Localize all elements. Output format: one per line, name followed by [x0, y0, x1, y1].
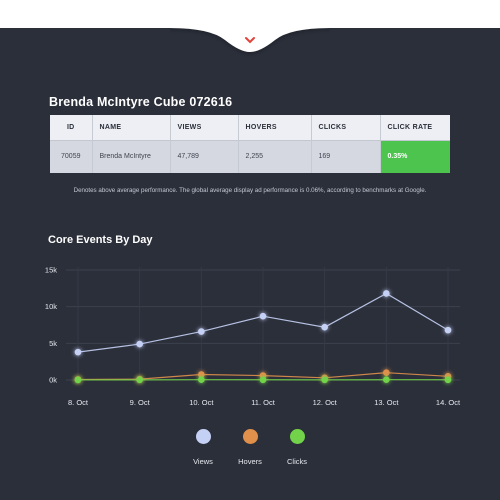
cell-id: 70059: [50, 139, 93, 173]
x-tick-label: 8. Oct: [68, 398, 89, 407]
column-header-hovers[interactable]: HOVERS: [238, 115, 312, 140]
data-point-hovers: [383, 369, 390, 376]
data-point-clicks: [383, 376, 390, 384]
cell-click-rate: 0.35%: [380, 139, 450, 173]
chevron-down-icon[interactable]: [243, 36, 257, 46]
column-header-click-rate[interactable]: CLICK RATE: [380, 115, 450, 140]
cell-views: 47,789: [170, 139, 239, 173]
data-point-hovers: [198, 371, 205, 378]
y-tick-label: 10k: [45, 302, 57, 311]
chart-legend: Views Hovers Clicks: [0, 429, 500, 469]
data-point-views: [444, 326, 452, 334]
cell-hovers: 2,255: [238, 139, 312, 173]
data-point-views: [136, 340, 143, 348]
data-point-views: [383, 290, 390, 297]
core-events-line-chart: 0k 5k 10k 15k 8. Oct 9. Oct 10. Oct 11. Oct 12. …: [45, 266, 461, 408]
table-header-row: ID NAME VIEWS HOVERS CLICKS CLICK RATE: [50, 115, 450, 140]
legend-dot-views: [195, 429, 211, 444]
x-tick-label: 13. Oct: [374, 398, 399, 407]
data-point-views: [198, 328, 205, 335]
data-point-clicks: [321, 376, 328, 384]
table-row: 70059 Brenda McIntyre 47,789 2,255 169 0…: [50, 139, 450, 173]
stats-table: ID NAME VIEWS HOVERS CLICKS CLICK RATE 7…: [50, 115, 450, 173]
legend-label-clicks: Clicks: [287, 457, 307, 466]
cell-name: Brenda McIntyre: [92, 139, 171, 173]
data-point-clicks: [198, 376, 205, 384]
legend-item-clicks[interactable]: Clicks: [267, 429, 327, 466]
cell-clicks: 169: [311, 139, 381, 173]
x-tick-label: 9. Oct: [130, 398, 151, 407]
data-point-views: [321, 323, 328, 331]
data-point-clicks: [74, 376, 82, 384]
column-header-clicks[interactable]: CLICKS: [311, 115, 381, 140]
x-tick-label: 11. Oct: [251, 398, 276, 407]
legend-item-hovers[interactable]: Hovers: [220, 429, 280, 466]
x-tick-label: 12. Oct: [313, 398, 338, 407]
legend-label-views: Views: [193, 457, 213, 466]
data-point-views: [259, 312, 267, 320]
data-point-views: [74, 348, 82, 356]
column-header-id[interactable]: ID: [50, 115, 93, 140]
column-header-views[interactable]: VIEWS: [170, 115, 239, 140]
y-tick-label: 0k: [49, 376, 57, 385]
x-tick-label: 14. Oct: [436, 398, 461, 407]
legend-dot-hovers: [242, 429, 258, 444]
data-point-clicks: [259, 376, 267, 384]
performance-note: Denotes above average performance. The g…: [73, 187, 427, 194]
dropdown-notch: [170, 18, 330, 52]
y-tick-label: 15k: [45, 266, 57, 275]
y-tick-label: 5k: [49, 339, 57, 348]
legend-dot-clicks: [289, 429, 305, 444]
legend-label-hovers: Hovers: [238, 457, 262, 466]
data-point-clicks: [136, 376, 143, 384]
report-title: Brenda McIntyre Cube 072616: [49, 95, 233, 109]
data-point-clicks: [444, 376, 452, 384]
x-tick-label: 10. Oct: [189, 398, 214, 407]
chart-title: Core Events By Day: [48, 234, 153, 246]
column-header-name[interactable]: NAME: [92, 115, 171, 140]
legend-item-views[interactable]: Views: [173, 429, 233, 466]
